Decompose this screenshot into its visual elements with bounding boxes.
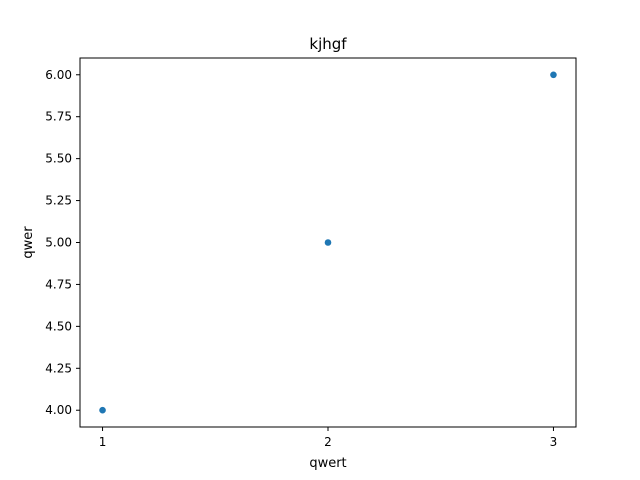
y-tick-label: 4.50 <box>45 319 72 333</box>
y-tick-label: 5.00 <box>45 236 72 250</box>
data-points <box>99 71 557 414</box>
x-tick-label: 3 <box>550 435 558 449</box>
plot-frame <box>79 57 577 428</box>
x-axis-label: qwert <box>309 456 346 471</box>
x-tick-label: 1 <box>99 435 107 449</box>
y-tick-label: 5.75 <box>45 110 72 124</box>
y-tick-label: 5.25 <box>45 194 72 208</box>
y-tick-label: 4.25 <box>45 361 72 375</box>
data-point <box>324 239 332 246</box>
chart-title: kjhgf <box>309 35 347 53</box>
y-tick-label: 6.00 <box>45 68 72 82</box>
y-tick-label: 5.50 <box>45 152 72 166</box>
y-axis-label: qwer <box>21 226 36 259</box>
x-tick-label: 2 <box>324 435 332 449</box>
ticks-layer: 1 2 3 4.00 4.25 4.50 4.75 5.00 5.25 5.50 5.75 6.00 <box>45 68 557 449</box>
y-tick-label: 4.75 <box>45 277 72 291</box>
data-point <box>99 406 106 414</box>
data-point <box>550 71 557 79</box>
y-tick-label: 4.00 <box>45 403 72 417</box>
